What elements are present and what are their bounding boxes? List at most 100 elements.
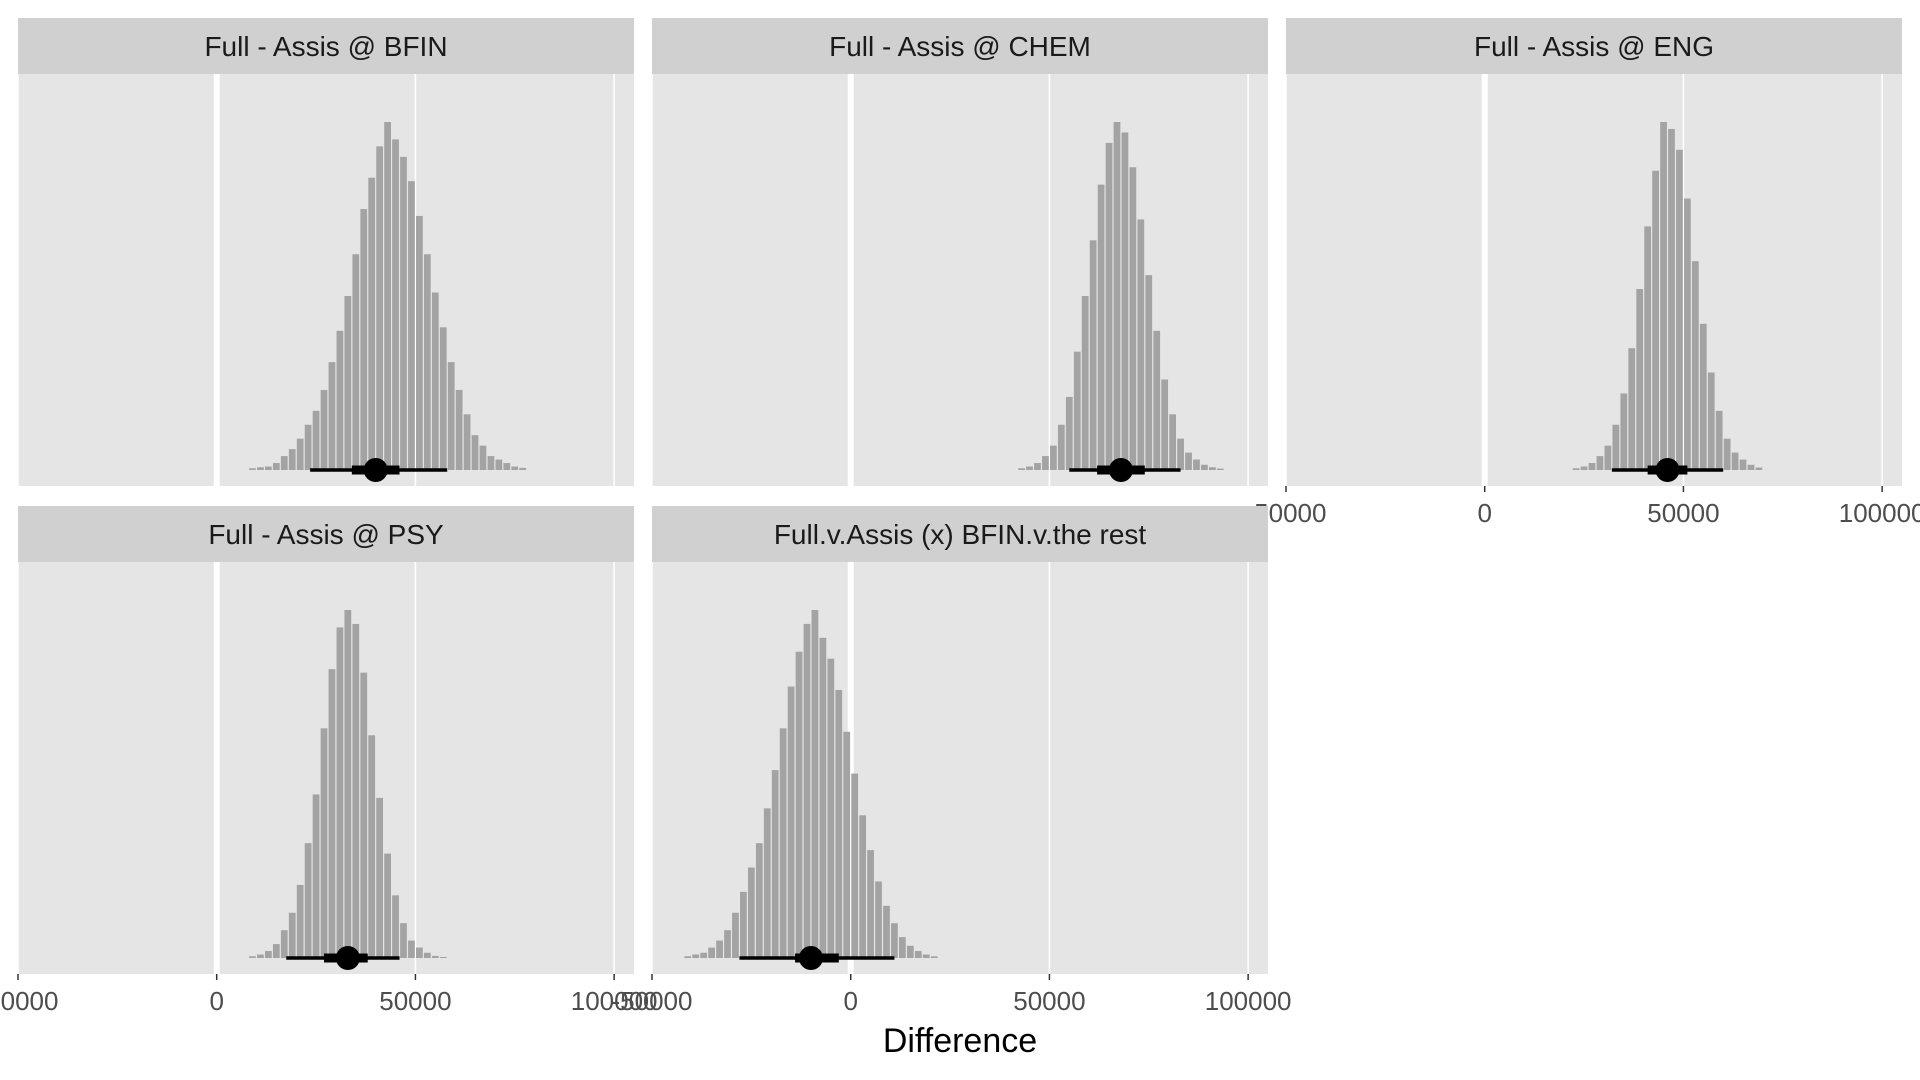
histogram-bar bbox=[408, 940, 415, 958]
histogram-bar bbox=[463, 414, 471, 470]
histogram-bar bbox=[312, 410, 320, 470]
histogram-bar bbox=[265, 951, 272, 958]
facet-title: Full - Assis @ CHEM bbox=[829, 31, 1091, 62]
histogram-bar bbox=[423, 254, 431, 470]
histogram-bar bbox=[471, 435, 479, 470]
histogram-bar bbox=[1137, 219, 1145, 470]
histogram-bar bbox=[439, 956, 447, 958]
histogram-bar bbox=[1057, 424, 1065, 470]
facet-panel-3: Full - Assis @ PSY -50000 0 50000 100000 bbox=[0, 506, 658, 1016]
histogram-bar bbox=[487, 456, 495, 470]
histogram-bar bbox=[328, 362, 336, 470]
histogram-bar bbox=[1684, 198, 1691, 470]
histogram-bar bbox=[859, 815, 867, 958]
histogram-bar bbox=[1652, 170, 1659, 470]
histogram-bar bbox=[851, 773, 859, 958]
histogram-bar bbox=[1153, 330, 1161, 470]
histogram-bar bbox=[1580, 466, 1588, 470]
histogram-bar bbox=[511, 466, 519, 470]
panel-background bbox=[1286, 74, 1902, 486]
histogram-bar bbox=[763, 808, 771, 958]
x-tick-label: 100000 bbox=[1205, 986, 1292, 1016]
histogram-bar bbox=[1596, 456, 1604, 470]
histogram-bar bbox=[400, 923, 407, 958]
histogram-bar bbox=[344, 296, 352, 470]
histogram-bar bbox=[352, 254, 360, 470]
histogram-bar bbox=[280, 456, 288, 470]
histogram-bar bbox=[1668, 128, 1675, 470]
histogram-bar bbox=[304, 843, 312, 958]
histogram-bar bbox=[1208, 467, 1216, 470]
x-tick-label: 100000 bbox=[1839, 498, 1920, 528]
histogram-bar bbox=[891, 923, 898, 958]
histogram-bar bbox=[431, 292, 439, 470]
histogram-bar bbox=[249, 956, 256, 958]
facet-title: Full.v.Assis (x) BFIN.v.the rest bbox=[774, 519, 1147, 550]
facet-panel-0: Full - Assis @ BFIN bbox=[17, 18, 634, 486]
histogram-bar bbox=[755, 843, 763, 958]
histogram-bar bbox=[1081, 296, 1089, 470]
histogram-bar bbox=[400, 156, 407, 471]
x-tick-label: 50000 bbox=[1647, 498, 1719, 528]
facet-strip bbox=[18, 18, 634, 74]
histogram-bar bbox=[1731, 452, 1739, 470]
histogram-bar bbox=[1755, 467, 1763, 470]
histogram-bar bbox=[249, 468, 256, 470]
x-tick-label: 50000 bbox=[379, 986, 451, 1016]
histogram-bar bbox=[455, 389, 463, 470]
histogram-bar bbox=[376, 797, 384, 958]
histogram-bar bbox=[1169, 414, 1176, 470]
histogram-bar bbox=[1201, 464, 1208, 470]
histogram-bar bbox=[320, 389, 328, 470]
histogram-bar bbox=[328, 669, 336, 958]
histogram-bar bbox=[883, 905, 890, 958]
facet-title: Full - Assis @ PSY bbox=[208, 519, 444, 550]
histogram-bar bbox=[1185, 452, 1192, 470]
histogram-bar bbox=[771, 770, 779, 958]
histogram-bar bbox=[922, 954, 930, 958]
histogram-bar bbox=[257, 954, 264, 958]
x-tick-label: 100000 bbox=[571, 986, 658, 1016]
histogram-bar bbox=[1105, 142, 1113, 470]
x-tick-label: -50000 bbox=[612, 986, 693, 1016]
histogram-bar bbox=[257, 467, 264, 470]
facet-strip bbox=[18, 506, 634, 562]
x-tick-label: 0 bbox=[843, 986, 857, 1016]
histogram-bar bbox=[1216, 468, 1224, 470]
histogram-bar bbox=[272, 944, 280, 958]
histogram-bar bbox=[304, 424, 312, 470]
histogram-bar bbox=[1026, 466, 1033, 470]
x-axis-title: Difference bbox=[883, 1022, 1037, 1060]
histogram-bar bbox=[740, 891, 747, 958]
median-point bbox=[335, 946, 360, 970]
histogram-bar bbox=[1097, 184, 1105, 470]
histogram-bar bbox=[1739, 459, 1747, 470]
x-tick-label: 50000 bbox=[1013, 986, 1085, 1016]
histogram-bar bbox=[1177, 438, 1184, 470]
histogram-bar bbox=[1034, 463, 1041, 470]
histogram-bar bbox=[265, 466, 272, 470]
histogram-bar bbox=[320, 728, 328, 958]
histogram-bar bbox=[368, 735, 376, 958]
histogram-bar bbox=[827, 658, 835, 958]
histogram-bar bbox=[1715, 410, 1723, 470]
histogram-bar bbox=[692, 954, 700, 958]
histogram-bar bbox=[384, 853, 391, 958]
facet-panel-2: Full - Assis @ ENG-50000 0 50000 100000 bbox=[1246, 18, 1920, 528]
histogram-bar bbox=[1065, 396, 1073, 470]
histogram-bar bbox=[700, 952, 708, 958]
histogram-bar bbox=[1129, 167, 1137, 471]
histogram-bar bbox=[392, 139, 399, 470]
histogram-bar bbox=[384, 122, 391, 470]
histogram-bar bbox=[930, 956, 938, 958]
histogram-bar bbox=[495, 459, 503, 470]
histogram-bar bbox=[1644, 226, 1652, 470]
histogram-bar bbox=[716, 940, 723, 958]
histogram-bar bbox=[811, 610, 819, 958]
histogram-bar bbox=[439, 327, 447, 470]
histogram-bar bbox=[867, 850, 874, 958]
histogram-bar bbox=[732, 912, 739, 958]
histogram-bar bbox=[376, 146, 384, 471]
facet-strip bbox=[652, 506, 1268, 562]
